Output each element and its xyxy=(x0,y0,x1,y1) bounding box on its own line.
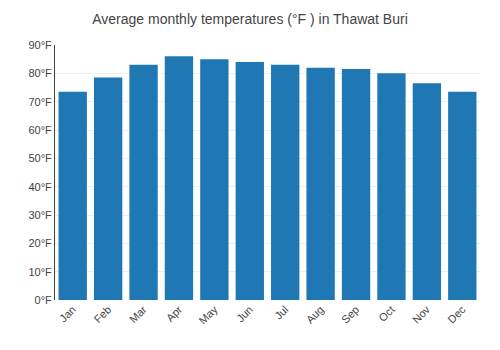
svg-text:Average monthly temperatures (: Average monthly temperatures (°F ) in Th… xyxy=(92,11,408,27)
svg-text:40°F: 40°F xyxy=(28,181,52,193)
svg-text:Jan: Jan xyxy=(57,303,78,324)
svg-text:Mar: Mar xyxy=(127,303,149,325)
svg-text:50°F: 50°F xyxy=(28,152,52,164)
svg-text:Jun: Jun xyxy=(234,303,255,324)
svg-text:Jul: Jul xyxy=(272,303,290,321)
svg-text:Sep: Sep xyxy=(339,303,361,325)
svg-text:20°F: 20°F xyxy=(28,237,52,249)
svg-text:Apr: Apr xyxy=(164,303,185,324)
svg-text:60°F: 60°F xyxy=(28,124,52,136)
svg-text:30°F: 30°F xyxy=(28,209,52,221)
svg-text:Dec: Dec xyxy=(445,303,468,326)
svg-text:Nov: Nov xyxy=(410,303,433,326)
svg-text:May: May xyxy=(197,303,221,327)
svg-text:70°F: 70°F xyxy=(28,96,52,108)
svg-text:0°F: 0°F xyxy=(35,294,53,306)
svg-text:Feb: Feb xyxy=(92,303,114,325)
svg-text:80°F: 80°F xyxy=(28,67,52,79)
svg-text:90°F: 90°F xyxy=(28,39,52,51)
svg-text:10°F: 10°F xyxy=(28,266,52,278)
svg-text:Oct: Oct xyxy=(376,303,397,324)
svg-text:Aug: Aug xyxy=(304,303,326,325)
